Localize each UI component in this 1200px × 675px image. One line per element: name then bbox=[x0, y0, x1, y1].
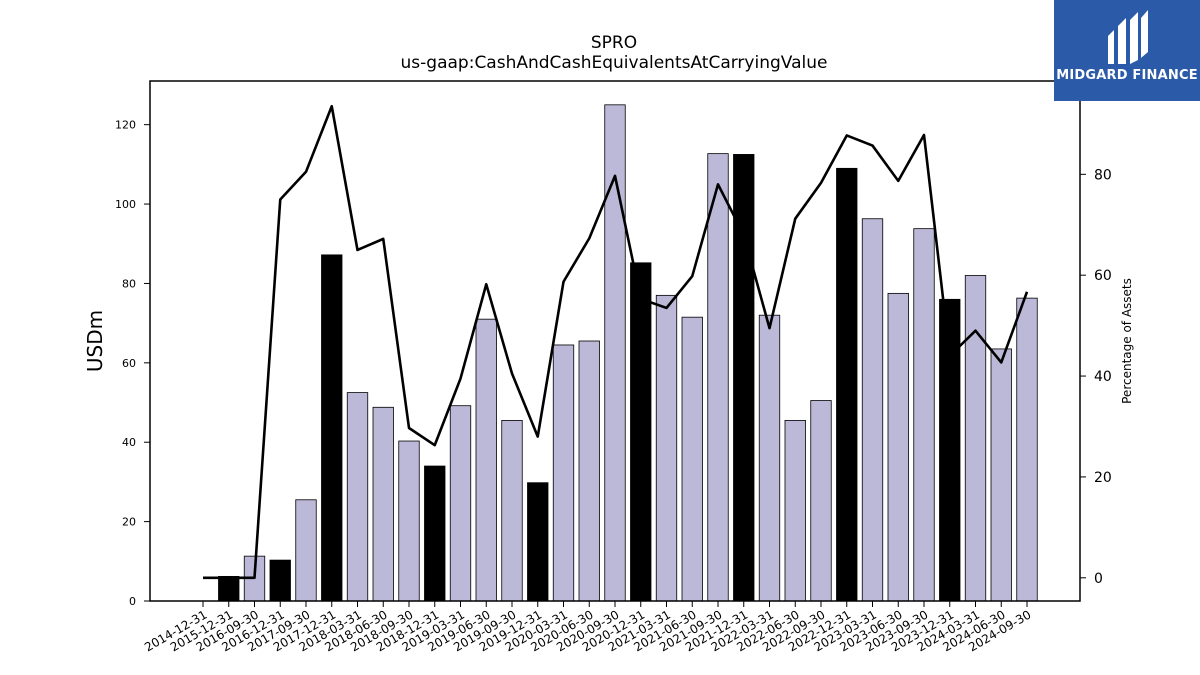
bar bbox=[681, 316, 703, 602]
bar-year-end bbox=[424, 465, 446, 602]
bar bbox=[784, 419, 806, 602]
bar bbox=[861, 218, 884, 602]
y-tick-label: 100 bbox=[115, 198, 136, 211]
chart-subtitle: us-gaap:CashAndCashEquivalentsAtCarrying… bbox=[401, 53, 828, 73]
y-tick-label: 80 bbox=[122, 277, 136, 290]
bar bbox=[758, 314, 781, 602]
bar-year-end bbox=[630, 262, 652, 602]
logo-mark-icon bbox=[1108, 10, 1148, 64]
y2-tick-label: 80 bbox=[1094, 167, 1112, 183]
line-series bbox=[203, 104, 1029, 580]
bar bbox=[346, 392, 369, 602]
bar-year-end bbox=[269, 559, 291, 602]
y2-tick-label: 60 bbox=[1094, 268, 1112, 284]
bar bbox=[372, 406, 394, 602]
logo-text: MIDGARD FINANCE bbox=[1056, 68, 1198, 83]
bar bbox=[810, 400, 832, 602]
bar bbox=[578, 340, 600, 602]
bar-series bbox=[218, 104, 1038, 602]
y-tick-label: 40 bbox=[122, 436, 136, 449]
midgard-finance-logo: MIDGARD FINANCE bbox=[1054, 0, 1200, 101]
bar bbox=[707, 153, 729, 602]
bar bbox=[990, 348, 1012, 602]
bar bbox=[449, 405, 472, 602]
percentage-line bbox=[203, 104, 1029, 580]
bar bbox=[1016, 297, 1038, 602]
y2-tick-label: 20 bbox=[1094, 470, 1112, 486]
bar bbox=[552, 344, 575, 602]
y2-tick-label: 0 bbox=[1094, 571, 1103, 587]
bar bbox=[475, 318, 497, 602]
bar bbox=[964, 275, 987, 602]
bar bbox=[655, 294, 678, 602]
bar-year-end bbox=[527, 482, 549, 602]
y2-axis-label: Percentage of Assets bbox=[1120, 278, 1134, 404]
y-tick-label: 0 bbox=[129, 595, 136, 608]
y-tick-label: 60 bbox=[122, 357, 136, 370]
bar-year-end bbox=[939, 298, 961, 602]
bar bbox=[913, 228, 935, 602]
chart-title: SPRO bbox=[591, 33, 637, 53]
y-tick-label: 20 bbox=[122, 516, 136, 529]
bar bbox=[398, 440, 420, 602]
y-tick-label: 120 bbox=[115, 119, 136, 132]
bar-year-end bbox=[218, 575, 240, 602]
y-axis-label: USDm bbox=[83, 310, 107, 372]
bar bbox=[887, 292, 909, 602]
axes: 0204060801001200204060802014-12-312015-1… bbox=[115, 80, 1112, 654]
bar-year-end bbox=[321, 254, 343, 602]
y2-tick-label: 40 bbox=[1094, 369, 1112, 385]
bar bbox=[295, 499, 317, 602]
bar bbox=[501, 419, 523, 602]
bar-year-end bbox=[836, 167, 858, 602]
